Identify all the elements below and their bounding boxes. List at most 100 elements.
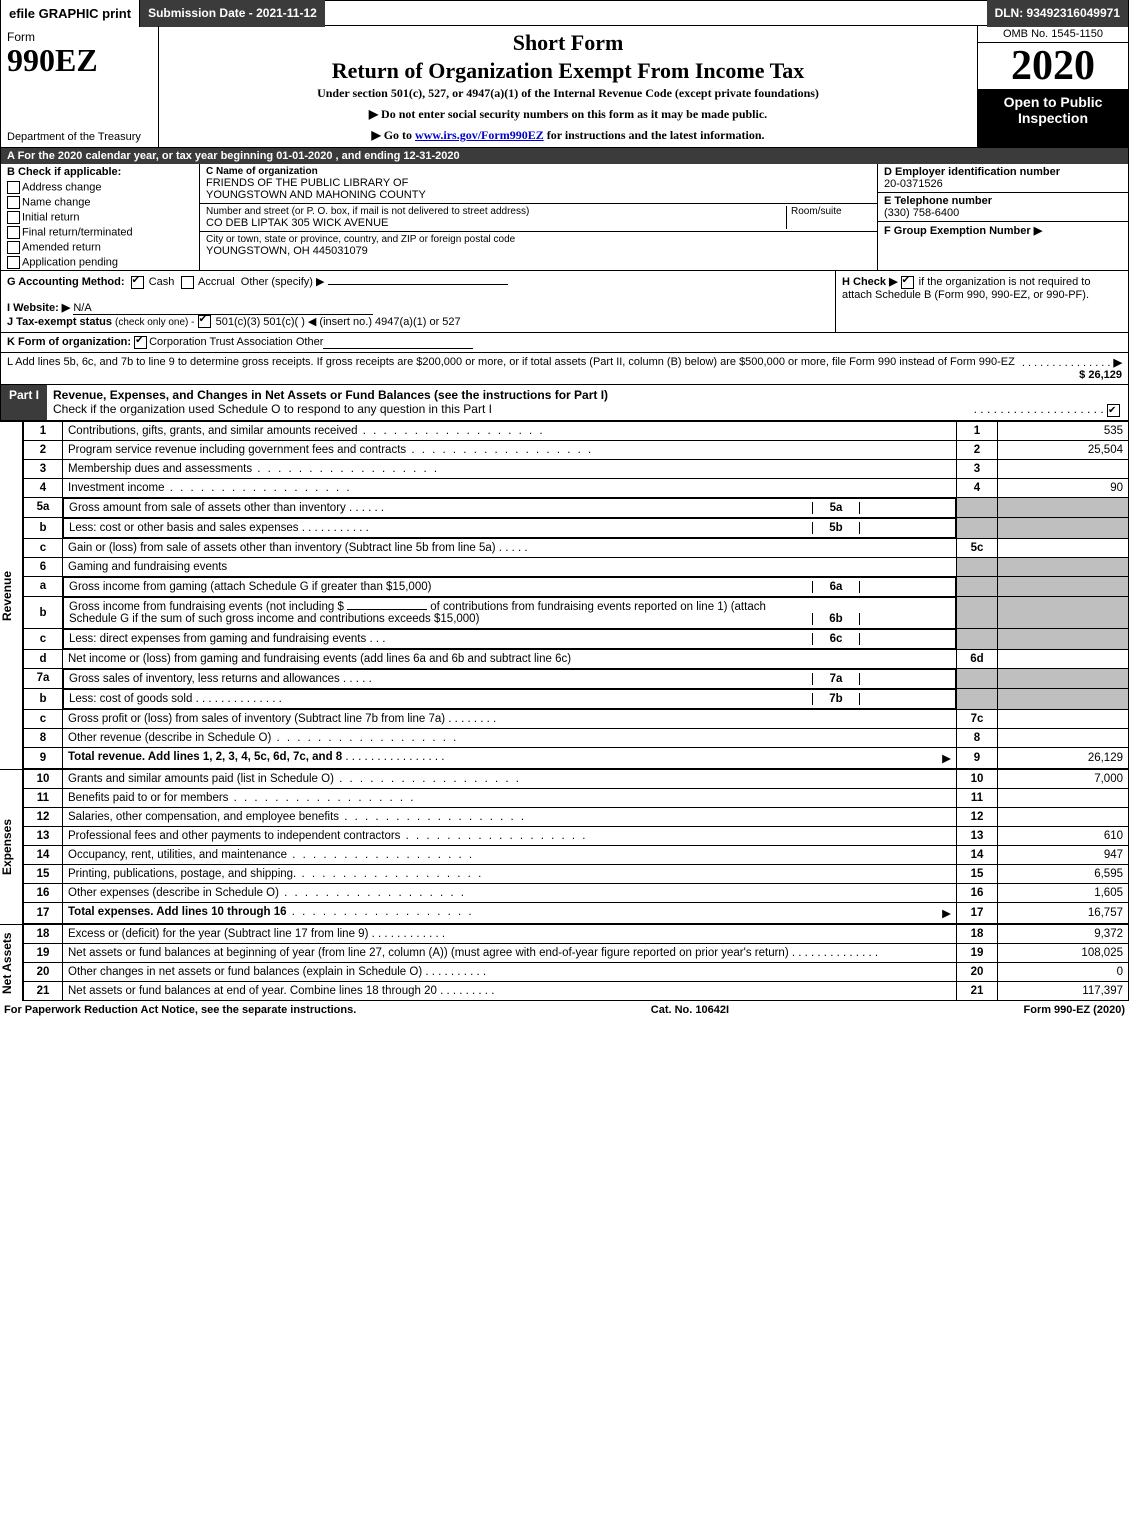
short-form-title: Short Form (169, 30, 967, 56)
line-desc: Other revenue (describe in Schedule O) (68, 732, 271, 744)
table-row: 21Net assets or fund balances at end of … (24, 981, 1129, 1000)
line-num: d (24, 649, 63, 668)
info-block: B Check if applicable: Address change Na… (0, 164, 1129, 271)
mid-ref: 5a (812, 502, 860, 514)
under-section: Under section 501(c), 527, or 4947(a)(1)… (169, 86, 967, 101)
amended-return-checkbox[interactable] (7, 241, 20, 254)
table-row: dNet income or (loss) from gaming and fu… (24, 649, 1129, 668)
section-i-label: I Website: ▶ (7, 302, 70, 314)
line-num: 9 (24, 747, 63, 768)
section-b: B Check if applicable: Address change Na… (1, 164, 200, 270)
footer-mid: Cat. No. 10642I (651, 1004, 729, 1016)
line-val: 117,397 (998, 981, 1129, 1000)
line-desc: Other expenses (describe in Schedule O) (68, 887, 279, 899)
line-ref: 2 (957, 440, 998, 459)
grey-cell (998, 629, 1129, 650)
section-l-amount: ▶ $ 26,129 (1079, 357, 1122, 381)
line-val: 7,000 (998, 769, 1129, 788)
line-num: 19 (24, 943, 63, 962)
line-val (998, 538, 1129, 557)
final-return-checkbox[interactable] (7, 226, 20, 239)
address-change-label: Address change (22, 181, 102, 193)
line-val: 16,757 (998, 902, 1129, 923)
netassets-side-label: Net Assets (0, 924, 23, 1001)
final-return-label: Final return/terminated (22, 226, 133, 238)
goto-post: for instructions and the latest informat… (544, 128, 765, 142)
address-change-checkbox[interactable] (7, 181, 20, 194)
accrual-label: Accrual (198, 276, 235, 288)
expenses-section: Expenses 10Grants and similar amounts pa… (0, 769, 1129, 924)
501c3-checkbox[interactable] (198, 315, 211, 328)
table-row: bLess: cost of goods sold . . . . . . . … (24, 689, 1129, 710)
line-desc: Grants and similar amounts paid (list in… (68, 773, 334, 785)
line-ref: 17 (957, 902, 998, 923)
initial-return-checkbox[interactable] (7, 211, 20, 224)
efile-print-button[interactable]: efile GRAPHIC print (1, 0, 140, 27)
line-ref: 3 (957, 459, 998, 478)
section-h-label: H Check ▶ (842, 276, 901, 288)
line-desc: Total expenses. Add lines 10 through 16 (68, 906, 287, 918)
grey-cell (998, 557, 1129, 576)
grey-cell (957, 629, 998, 650)
grey-cell (957, 557, 998, 576)
revenue-table: 1Contributions, gifts, grants, and simil… (23, 421, 1129, 769)
header-left: Form 990EZ Department of the Treasury (1, 26, 159, 147)
table-row: 18Excess or (deficit) for the year (Subt… (24, 924, 1129, 943)
dln-label: DLN: 93492316049971 (987, 0, 1128, 27)
contrib-input[interactable] (347, 609, 427, 610)
line-num: c (24, 629, 63, 650)
line-num: 16 (24, 883, 63, 902)
line-desc: Printing, publications, postage, and shi… (68, 868, 296, 880)
line-ref: 16 (957, 883, 998, 902)
line-num: 13 (24, 826, 63, 845)
line-num: 10 (24, 769, 63, 788)
line-val: 90 (998, 478, 1129, 497)
schedule-b-checkbox[interactable] (901, 276, 914, 289)
grey-cell (957, 576, 998, 597)
open-public-inspection: Open to Public Inspection (978, 90, 1128, 147)
section-f-label: F Group Exemption Number ▶ (884, 225, 1042, 237)
phone-value: (330) 758-6400 (884, 207, 959, 219)
section-c-label: C Name of organization (206, 166, 318, 177)
line-val: 6,595 (998, 864, 1129, 883)
line-desc: Program service revenue including govern… (68, 444, 406, 456)
name-change-checkbox[interactable] (7, 196, 20, 209)
line-desc: Gain or (loss) from sale of assets other… (68, 542, 496, 554)
line-val: 108,025 (998, 943, 1129, 962)
cash-label: Cash (149, 276, 175, 288)
cash-checkbox[interactable] (131, 276, 144, 289)
line-ref: 15 (957, 864, 998, 883)
submission-date-button[interactable]: Submission Date - 2021-11-12 (140, 0, 325, 27)
other-specify-input[interactable] (328, 284, 508, 285)
application-pending-checkbox[interactable] (7, 256, 20, 269)
line-ref: 4 (957, 478, 998, 497)
irs-link[interactable]: www.irs.gov/Form990EZ (415, 128, 544, 142)
line-desc: Professional fees and other payments to … (68, 830, 400, 842)
line-val: 1,605 (998, 883, 1129, 902)
line-desc: Less: direct expenses from gaming and fu… (69, 633, 366, 645)
grey-cell (957, 497, 998, 518)
line-num: 8 (24, 728, 63, 747)
table-row: 10 Grants and similar amounts paid (list … (24, 769, 1129, 788)
line-num: b (24, 518, 63, 539)
section-a-tax-year: A For the 2020 calendar year, or tax yea… (0, 148, 1129, 164)
line-ref: 6d (957, 649, 998, 668)
line-ref: 18 (957, 924, 998, 943)
org-name-2: YOUNGSTOWN AND MAHONING COUNTY (206, 189, 871, 201)
schedule-o-checkbox[interactable] (1107, 404, 1120, 417)
section-k-opts: Corporation Trust Association Other (149, 336, 323, 349)
other-org-input[interactable] (323, 336, 473, 349)
mid-ref: 6c (812, 633, 860, 645)
line-val (998, 788, 1129, 807)
line-ref: 7c (957, 709, 998, 728)
grey-cell (998, 576, 1129, 597)
grey-cell (957, 668, 998, 689)
gh-row: G Accounting Method: Cash Accrual Other … (0, 271, 1129, 333)
corporation-checkbox[interactable] (134, 336, 147, 349)
line-ref: 1 (957, 421, 998, 440)
footer-left: For Paperwork Reduction Act Notice, see … (4, 1004, 356, 1016)
accrual-checkbox[interactable] (181, 276, 194, 289)
section-j-label: J Tax-exempt status (7, 316, 112, 328)
line-num: 14 (24, 845, 63, 864)
line-val: 0 (998, 962, 1129, 981)
